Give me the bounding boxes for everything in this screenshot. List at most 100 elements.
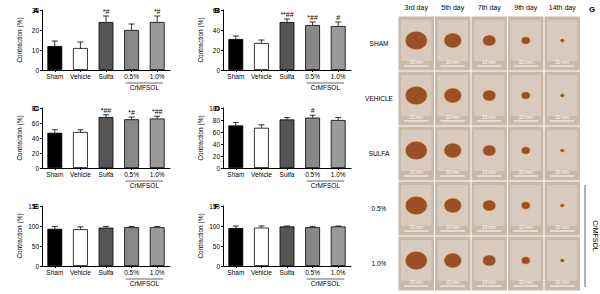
svg-text:10 mm: 10 mm <box>482 280 496 285</box>
svg-text:10 mm: 10 mm <box>482 60 496 65</box>
svg-text:100: 100 <box>209 105 220 112</box>
svg-text:CrMFSOL: CrMFSOL <box>130 280 160 287</box>
svg-text:10 mm: 10 mm <box>519 280 533 285</box>
svg-text:CrMFSOL: CrMFSOL <box>130 182 160 189</box>
svg-text:D: D <box>214 104 220 113</box>
svg-text:0: 0 <box>216 165 220 172</box>
svg-text:E: E <box>33 202 39 211</box>
svg-text:Contraction (%): Contraction (%) <box>16 17 24 62</box>
svg-text:30: 30 <box>32 7 40 14</box>
svg-text:*#: *# <box>103 8 110 15</box>
svg-text:C: C <box>33 104 39 113</box>
svg-text:10 mm: 10 mm <box>555 225 569 230</box>
svg-text:10 mm: 10 mm <box>519 170 533 175</box>
svg-text:150: 150 <box>209 203 220 210</box>
svg-text:10 mm: 10 mm <box>409 115 423 120</box>
svg-text:10 mm: 10 mm <box>482 115 496 120</box>
svg-text:50: 50 <box>213 243 221 250</box>
svg-text:0: 0 <box>35 165 39 172</box>
svg-text:1.0%: 1.0% <box>150 171 165 178</box>
svg-text:1.0%: 1.0% <box>331 171 346 178</box>
svg-text:5th day: 5th day <box>441 4 464 12</box>
svg-text:SHAM: SHAM <box>370 40 389 47</box>
svg-text:10 mm: 10 mm <box>482 170 496 175</box>
svg-text:40: 40 <box>213 27 221 34</box>
svg-text:10: 10 <box>32 47 40 54</box>
svg-text:40: 40 <box>32 135 40 142</box>
svg-text:7th day: 7th day <box>478 4 501 12</box>
svg-text:10 mm: 10 mm <box>446 170 460 175</box>
svg-text:0.5%: 0.5% <box>124 73 139 80</box>
svg-text:CrMFSOL: CrMFSOL <box>311 182 341 189</box>
svg-text:10 mm: 10 mm <box>482 225 496 230</box>
svg-text:80: 80 <box>213 117 221 124</box>
svg-text:*##: *## <box>152 108 163 115</box>
svg-text:20: 20 <box>213 153 221 160</box>
svg-text:VEHICLE: VEHICLE <box>365 95 393 102</box>
svg-text:Sham: Sham <box>46 73 63 80</box>
svg-text:A: A <box>33 6 39 15</box>
svg-text:Contraction (%): Contraction (%) <box>197 115 205 160</box>
svg-text:0: 0 <box>35 263 39 270</box>
svg-text:40: 40 <box>213 141 221 148</box>
svg-text:10 mm: 10 mm <box>519 115 533 120</box>
svg-text:*##: *## <box>101 107 112 114</box>
svg-text:Contraction (%): Contraction (%) <box>197 17 205 62</box>
svg-text:0.5%: 0.5% <box>124 171 139 178</box>
svg-text:1.0%: 1.0% <box>150 73 165 80</box>
svg-text:10 mm: 10 mm <box>446 60 460 65</box>
svg-text:100: 100 <box>209 223 220 230</box>
svg-text:Sulfa: Sulfa <box>99 171 114 178</box>
svg-text:10 mm: 10 mm <box>409 60 423 65</box>
svg-text:0.5%: 0.5% <box>305 171 320 178</box>
svg-text:SULFA: SULFA <box>369 150 390 157</box>
svg-text:*##: *## <box>307 14 318 21</box>
svg-text:Sulfa: Sulfa <box>99 73 114 80</box>
svg-text:0: 0 <box>216 263 220 270</box>
svg-text:1.0%: 1.0% <box>331 269 346 276</box>
svg-text:10 mm: 10 mm <box>555 115 569 120</box>
svg-text:1.0%: 1.0% <box>331 73 346 80</box>
svg-text:G: G <box>589 5 595 14</box>
svg-text:**##: **## <box>280 11 293 18</box>
svg-text:Vehicle: Vehicle <box>251 269 272 276</box>
svg-text:10 mm: 10 mm <box>555 280 569 285</box>
svg-text:10 mm: 10 mm <box>446 115 460 120</box>
svg-text:Sham: Sham <box>227 73 244 80</box>
svg-text:10 mm: 10 mm <box>555 170 569 175</box>
svg-text:0.5%: 0.5% <box>305 73 320 80</box>
svg-text:10 mm: 10 mm <box>409 170 423 175</box>
svg-text:Contraction (%): Contraction (%) <box>16 213 24 258</box>
svg-text:50: 50 <box>32 243 40 250</box>
svg-text:0.5%: 0.5% <box>305 269 320 276</box>
svg-text:60: 60 <box>32 120 40 127</box>
svg-text:#: # <box>336 14 340 21</box>
svg-text:14th day: 14th day <box>549 4 576 12</box>
svg-text:Vehicle: Vehicle <box>251 171 272 178</box>
svg-text:Vehicle: Vehicle <box>251 73 272 80</box>
svg-text:150: 150 <box>28 203 39 210</box>
svg-text:100: 100 <box>28 223 39 230</box>
svg-text:*#: *# <box>128 109 135 116</box>
svg-text:0.5%: 0.5% <box>124 269 139 276</box>
svg-text:CrMFSOL: CrMFSOL <box>592 220 599 252</box>
svg-text:Sulfa: Sulfa <box>280 171 295 178</box>
svg-text:Sulfa: Sulfa <box>280 73 295 80</box>
svg-text:*#: *# <box>154 8 161 15</box>
svg-text:CrMFSOL: CrMFSOL <box>311 84 341 91</box>
svg-text:Vehicle: Vehicle <box>70 171 91 178</box>
svg-text:3rd day: 3rd day <box>405 4 429 12</box>
svg-text:20: 20 <box>32 150 40 157</box>
svg-text:10 mm: 10 mm <box>409 225 423 230</box>
svg-text:10 mm: 10 mm <box>446 225 460 230</box>
svg-text:Contraction (%): Contraction (%) <box>197 213 205 258</box>
svg-text:Sham: Sham <box>227 269 244 276</box>
svg-text:Vehicle: Vehicle <box>70 269 91 276</box>
svg-text:F: F <box>214 202 219 211</box>
svg-text:Sham: Sham <box>227 171 244 178</box>
svg-text:10 mm: 10 mm <box>519 225 533 230</box>
svg-text:Sham: Sham <box>46 171 63 178</box>
svg-text:1.0%: 1.0% <box>150 269 165 276</box>
svg-text:Vehicle: Vehicle <box>70 73 91 80</box>
svg-text:Sham: Sham <box>46 269 63 276</box>
